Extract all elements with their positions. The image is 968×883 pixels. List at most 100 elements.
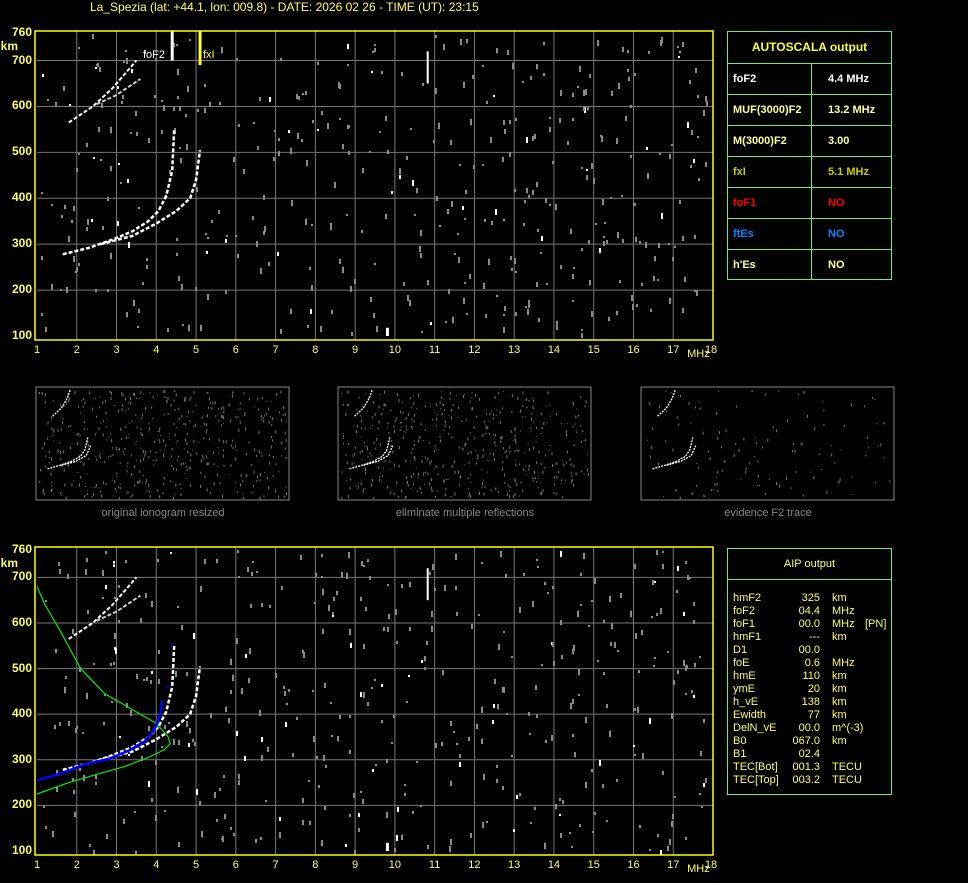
thumbnail-noise [190, 459, 192, 462]
thumbnail-noise [553, 475, 555, 479]
noise-echo [401, 835, 403, 840]
thumbnail-noise [384, 390, 386, 394]
noise-echo [273, 157, 275, 161]
noise-echo [603, 620, 605, 623]
thumbnail-noise [105, 439, 107, 441]
thumbnail-noise [489, 412, 491, 416]
noise-echo [128, 242, 130, 248]
thumbnail-noise [53, 428, 55, 431]
noise-echo [291, 200, 293, 206]
noise-echo [185, 114, 187, 117]
thumbnail-noise [398, 445, 400, 449]
ordinary-trace [62, 129, 176, 256]
thumbnail-noise [44, 393, 46, 397]
noise-echo [385, 214, 387, 219]
thumbnail-noise [357, 482, 359, 484]
thumbnail-noise [504, 451, 506, 454]
thumbnail-noise [118, 487, 120, 489]
thumbnail-noise [540, 491, 542, 495]
noise-echo [451, 201, 453, 207]
noise-echo [127, 179, 129, 183]
noise-echo [125, 560, 127, 563]
noise-echo [268, 262, 270, 266]
thumbnail-noise [792, 450, 794, 453]
noise-echo [535, 685, 537, 690]
thumbnail-noise [398, 464, 400, 468]
thumbnail-noise [57, 448, 59, 452]
thumbnail-noise [364, 468, 366, 472]
thumbnail-noise [410, 426, 412, 429]
thumbnail-noise [406, 480, 408, 484]
noise-echo [161, 746, 163, 748]
thumbnail-noise [241, 480, 243, 483]
noise-echo [321, 576, 323, 578]
thumbnail-noise [405, 431, 407, 433]
thumbnail-noise [348, 442, 350, 445]
noise-echo [305, 91, 307, 95]
thumbnail-noise [187, 450, 189, 454]
thumbnail-noise [136, 426, 138, 428]
noise-echo [336, 591, 338, 595]
noise-echo [312, 120, 314, 123]
thumbnail-noise [502, 407, 504, 410]
thumbnail-noise [60, 492, 62, 495]
noise-echo [420, 253, 422, 258]
noise-echo [317, 129, 319, 131]
aip-param-name: foF1 [733, 618, 756, 630]
thumbnail-noise [502, 461, 504, 464]
noise-spike [426, 568, 429, 601]
thumbnail-noise [359, 451, 361, 454]
thumbnail-1 [337, 386, 592, 501]
autoscala-row: fxI 5.1 MHz [728, 157, 891, 188]
thumbnail-noise [170, 480, 172, 483]
noise-echo [699, 656, 701, 658]
thumbnail-trace [652, 437, 694, 470]
noise-echo [500, 551, 502, 557]
thumbnail-noise [573, 444, 575, 447]
thumbnail-noise [67, 464, 69, 468]
noise-echo [610, 642, 612, 646]
thumbnail-noise [570, 463, 572, 467]
noise-echo [209, 102, 211, 107]
thumbnail-noise [261, 454, 263, 457]
noise-echo [552, 642, 554, 647]
noise-echo [625, 116, 627, 121]
thumbnail-noise [232, 446, 234, 449]
thumbnail-noise [394, 429, 396, 433]
noise-echo [684, 277, 686, 282]
thumbnail-noise [460, 475, 462, 479]
noise-echo [560, 620, 562, 625]
noise-echo [512, 63, 514, 69]
noise-echo [490, 137, 492, 143]
thumbnail-noise [407, 413, 409, 417]
thumbnail-noise [420, 492, 422, 495]
thumbnail-noise [398, 399, 400, 403]
thumbnail-noise [376, 437, 378, 441]
thumbnail-noise [274, 430, 276, 434]
noise-echo [155, 815, 157, 821]
noise-echo [79, 667, 81, 672]
thumbnail-noise [540, 462, 542, 465]
noise-echo [560, 265, 562, 269]
thumbnail-noise [494, 433, 496, 437]
noise-echo [388, 614, 390, 619]
noise-echo [95, 775, 97, 779]
thumbnail-noise [767, 438, 769, 442]
thumbnail-noise [506, 455, 508, 459]
thumbnail-noise [830, 445, 832, 447]
noise-echo [86, 227, 88, 231]
thumbnail-noise [413, 402, 415, 406]
aip-param-name: B0 [733, 735, 747, 747]
thumbnail-noise [360, 479, 362, 481]
noise-echo [87, 610, 89, 614]
thumbnail-noise [500, 436, 502, 440]
thumbnail-frame [640, 386, 895, 501]
thumbnail-noise [570, 480, 572, 484]
noise-echo [233, 157, 235, 162]
noise-echo [609, 731, 611, 737]
x-tick-label: 6 [232, 344, 239, 356]
noise-echo [369, 151, 371, 153]
noise-echo [689, 80, 691, 84]
noise-echo [651, 616, 653, 618]
noise-echo [496, 48, 498, 53]
